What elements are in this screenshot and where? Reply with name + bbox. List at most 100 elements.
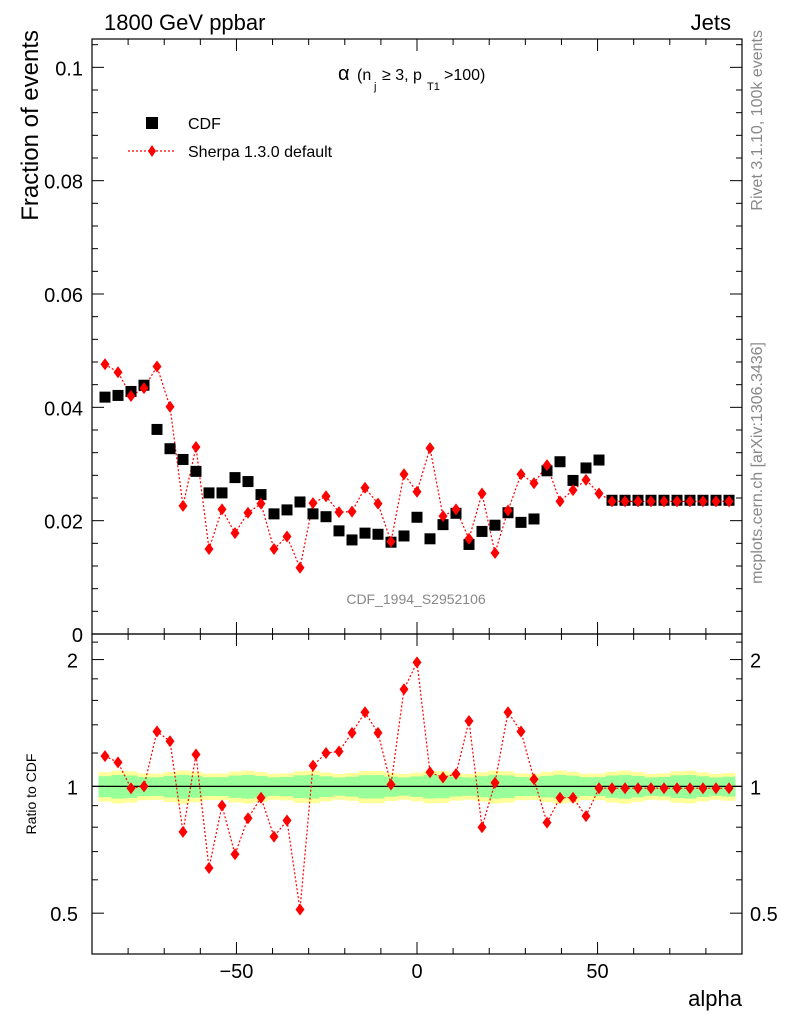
- cdf-data-point: [515, 516, 527, 528]
- ratio-data-point: [243, 812, 253, 825]
- ratio-data-point: [724, 782, 734, 795]
- cdf-data-point: [203, 487, 215, 499]
- mcplots-label: mcplots.cern.ch [arXiv:1306.3436]: [749, 342, 766, 584]
- ratio-data-point: [698, 782, 708, 795]
- plot-title-pre: (n: [357, 67, 371, 84]
- ratio-data-point: [399, 683, 409, 696]
- ratio-data-point: [412, 656, 422, 669]
- cdf-data-point: [476, 525, 488, 537]
- ratio-data-point: [217, 799, 227, 812]
- ratio-plot-data: [100, 656, 734, 916]
- mc-data-point: [126, 390, 136, 402]
- cdf-data-point: [112, 389, 124, 401]
- main-y-axis-label: Fraction of events: [17, 30, 44, 221]
- ratio-data-point: [633, 782, 643, 795]
- mc-data-point: [516, 468, 526, 481]
- ratio-data-point: [152, 725, 162, 738]
- ratio-y-tick-label-right: 2: [750, 651, 761, 673]
- cdf-data-point: [424, 533, 436, 545]
- ratio-y-tick-label: 0.5: [50, 904, 78, 926]
- ratio-data-point: [386, 778, 396, 791]
- main-axes-ticks: 0 0.02 0.04 0.06 0.08 0.1: [44, 39, 742, 647]
- mc-data-point: [724, 495, 734, 508]
- ratio-data-point: [347, 726, 357, 739]
- header-right: Jets: [691, 10, 731, 35]
- ratio-data-point: [269, 830, 279, 843]
- analysis-watermark: CDF_1994_S2952106: [346, 591, 486, 607]
- cdf-data-point: [359, 527, 371, 539]
- ratio-data-point: [100, 750, 110, 763]
- main-y-tick-label: 0.06: [44, 285, 83, 307]
- cdf-data-point: [268, 508, 280, 520]
- main-plot-data: [99, 358, 735, 574]
- cdf-data-point: [294, 496, 306, 508]
- cdf-data-point: [333, 525, 345, 537]
- mc-data-point: [412, 485, 422, 498]
- cdf-data-point: [411, 511, 423, 523]
- mc-data-point: [646, 495, 656, 508]
- mc-data-point: [490, 546, 500, 559]
- ratio-error-bands: [92, 770, 742, 804]
- plot-title-sub-t1: T1: [427, 81, 440, 93]
- mc-data-point: [165, 400, 175, 413]
- plot-title-sub-j: j: [373, 81, 376, 93]
- legend: CDF Sherpa 1.3.0 default: [128, 116, 333, 161]
- cdf-data-point: [437, 519, 449, 531]
- mc-data-point: [711, 495, 721, 508]
- cdf-data-point: [580, 462, 592, 474]
- main-y-tick-label: 0.1: [55, 58, 83, 80]
- ratio-data-point: [685, 782, 695, 795]
- ratio-y-tick-label: 2: [67, 651, 78, 673]
- cdf-data-point: [593, 454, 605, 466]
- cdf-data-point: [554, 456, 566, 468]
- mc-data-point: [594, 487, 604, 500]
- ratio-data-point: [308, 759, 318, 772]
- ratio-data-point: [425, 766, 435, 779]
- mc-data-point: [321, 490, 331, 503]
- rivet-label: Rivet 3.1.10, 100k events: [749, 30, 766, 211]
- cdf-data-point: [398, 530, 410, 542]
- ratio-data-point: [607, 782, 617, 795]
- main-y-tick-label: 0.02: [44, 512, 83, 534]
- plot-title: α (n j ≥ 3, p T1 >100): [338, 63, 485, 93]
- mc-data-point: [464, 532, 474, 545]
- ratio-data-point: [438, 771, 448, 784]
- plot-title-post: >100): [444, 67, 485, 84]
- ratio-data-point: [477, 821, 487, 834]
- mc-data-point: [568, 484, 578, 497]
- mc-data-point: [672, 495, 682, 508]
- mc-data-point: [698, 495, 708, 508]
- cdf-data-point: [177, 453, 189, 465]
- mc-data-point: [334, 506, 344, 519]
- mc-data-point: [542, 459, 552, 472]
- header-left: 1800 GeV ppbar: [104, 10, 265, 35]
- ratio-data-point: [139, 780, 149, 793]
- mc-data-point: [451, 503, 461, 516]
- ratio-data-point: [711, 782, 721, 795]
- cdf-data-point: [99, 391, 111, 403]
- x-axis-label: alpha: [688, 986, 743, 1011]
- mc-data-point: [139, 382, 149, 395]
- mc-data-point: [178, 499, 188, 512]
- ratio-data-point: [282, 814, 292, 827]
- ratio-data-point: [295, 903, 305, 916]
- cdf-data-point: [307, 508, 319, 520]
- cdf-data-point: [528, 513, 540, 525]
- mc-data-point: [100, 358, 110, 371]
- ratio-data-point: [230, 848, 240, 861]
- plot-title-alpha: α: [338, 63, 350, 85]
- mc-data-point: [503, 504, 513, 517]
- ratio-data-point: [165, 735, 175, 748]
- mc-data-point: [152, 360, 162, 373]
- ratio-data-point: [360, 706, 370, 719]
- mc-data-point: [282, 530, 292, 543]
- mc-data-point: [529, 477, 539, 490]
- ratio-y-tick-label-right: 1: [750, 777, 761, 799]
- cdf-data-point: [242, 476, 254, 488]
- ratio-data-point: [334, 745, 344, 758]
- ratio-data-point: [451, 767, 461, 780]
- mc-data-point: [386, 535, 396, 548]
- ratio-data-point: [503, 706, 513, 719]
- main-y-tick-label: 0.04: [44, 398, 83, 420]
